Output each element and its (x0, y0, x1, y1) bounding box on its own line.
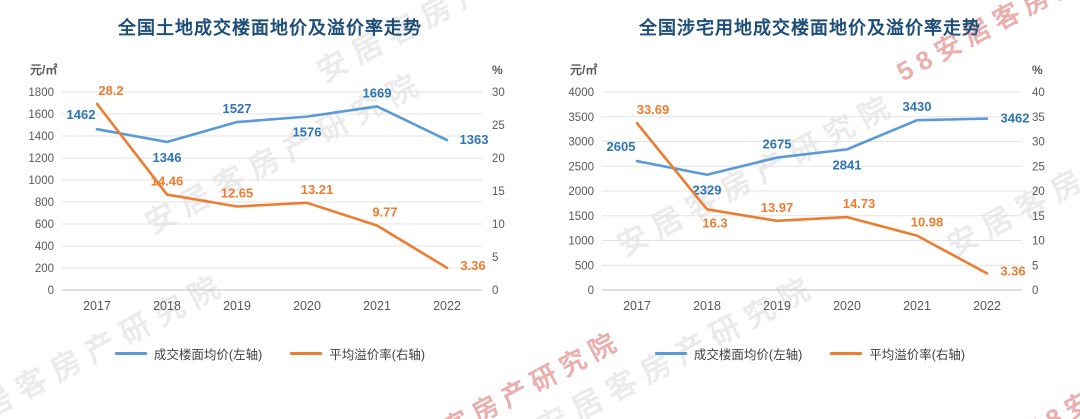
svg-text:2329: 2329 (693, 183, 722, 198)
svg-text:1200: 1200 (28, 153, 54, 165)
svg-text:25: 25 (492, 120, 505, 132)
svg-text:%: % (492, 63, 503, 77)
legend-item-avg-price: 成交楼面均价(左轴) (114, 344, 263, 363)
svg-text:15: 15 (1032, 211, 1045, 223)
svg-text:1669: 1669 (363, 85, 392, 100)
legend-label-premium-rate: 平均溢价率(右轴) (869, 348, 966, 362)
svg-text:2018: 2018 (153, 299, 181, 313)
chart-title-residential: 全国涉宅用地成交楼面地价及溢价率走势 (639, 18, 981, 38)
svg-text:1346: 1346 (153, 150, 182, 165)
svg-text:3430: 3430 (903, 99, 932, 114)
svg-text:20: 20 (492, 153, 505, 165)
svg-text:1363: 1363 (460, 132, 489, 147)
svg-text:0: 0 (48, 285, 54, 297)
svg-text:16.3: 16.3 (702, 215, 727, 230)
svg-text:2018: 2018 (693, 299, 721, 313)
svg-text:20: 20 (1032, 186, 1045, 198)
svg-text:%: % (1032, 63, 1043, 77)
svg-text:3.36: 3.36 (1000, 263, 1025, 278)
svg-text:2019: 2019 (763, 299, 791, 313)
svg-text:13.97: 13.97 (761, 200, 794, 215)
svg-text:0: 0 (588, 285, 594, 297)
svg-text:4000: 4000 (568, 87, 594, 99)
svg-text:2000: 2000 (568, 186, 594, 198)
svg-text:13.21: 13.21 (301, 182, 334, 197)
svg-text:400: 400 (35, 241, 54, 253)
svg-text:10.98: 10.98 (911, 215, 944, 230)
svg-text:5: 5 (1032, 260, 1038, 272)
svg-text:0: 0 (492, 285, 498, 297)
chart-title-land: 全国土地成交楼面地价及溢价率走势 (118, 18, 422, 38)
svg-text:2500: 2500 (568, 161, 594, 173)
legend-item-premium-rate: 平均溢价率(右轴) (290, 344, 425, 363)
svg-text:28.2: 28.2 (98, 83, 123, 98)
svg-text:15: 15 (492, 186, 505, 198)
svg-text:10: 10 (492, 219, 505, 231)
svg-text:12.65: 12.65 (221, 186, 254, 201)
legend-item-premium-rate: 平均溢价率(右轴) (830, 344, 965, 363)
chart-panel-residential: 全国涉宅用地成交楼面地价及溢价率走势 0 500 1000 1500 2000 2500 3… (540, 0, 1080, 363)
svg-text:2605: 2605 (607, 139, 636, 154)
svg-text:33.69: 33.69 (637, 102, 670, 117)
svg-text:1600: 1600 (28, 109, 54, 121)
svg-text:14.73: 14.73 (843, 196, 876, 211)
svg-text:元/㎡: 元/㎡ (30, 62, 57, 77)
svg-text:3.36: 3.36 (460, 258, 485, 273)
legend-item-avg-price: 成交楼面均价(左轴) (654, 344, 803, 363)
blue-line-swatch (114, 352, 147, 355)
svg-text:1000: 1000 (28, 175, 54, 187)
svg-text:2675: 2675 (763, 137, 792, 152)
svg-text:5: 5 (492, 252, 498, 264)
orange-line-swatch (290, 352, 323, 355)
svg-text:2020: 2020 (293, 299, 321, 313)
svg-text:2022: 2022 (433, 299, 461, 313)
svg-text:1527: 1527 (223, 101, 252, 116)
svg-text:0: 0 (1032, 285, 1038, 297)
svg-text:1000: 1000 (568, 236, 594, 248)
residential-price-premium-chart: 0 500 1000 1500 2000 2500 3000 3500 4000 0 5 10 15 20… (568, 62, 1045, 313)
svg-text:2841: 2841 (833, 157, 862, 172)
svg-text:2017: 2017 (623, 299, 651, 313)
svg-text:40: 40 (1032, 87, 1045, 99)
svg-text:元/㎡: 元/㎡ (570, 62, 597, 77)
svg-text:3000: 3000 (568, 137, 594, 149)
svg-text:2021: 2021 (903, 299, 931, 313)
legend-label-premium-rate: 平均溢价率(右轴) (329, 348, 426, 362)
svg-text:2022: 2022 (973, 299, 1001, 313)
legend-label-avg-price: 成交楼面均价(左轴) (153, 348, 263, 362)
svg-text:3500: 3500 (568, 112, 594, 124)
blue-line-swatch (654, 352, 687, 355)
svg-text:1800: 1800 (28, 87, 54, 99)
svg-text:2017: 2017 (83, 299, 111, 313)
svg-text:1500: 1500 (568, 211, 594, 223)
svg-text:30: 30 (492, 87, 505, 99)
charts-row: 全国土地成交楼面地价及溢价率走势 0 200 400 600 800 1000 1200 14… (0, 0, 1080, 363)
svg-text:1400: 1400 (28, 131, 54, 143)
legend-label-avg-price: 成交楼面均价(左轴) (693, 348, 803, 362)
svg-text:2020: 2020 (833, 299, 861, 313)
orange-line-swatch (830, 352, 863, 355)
svg-text:14.46: 14.46 (151, 174, 184, 189)
svg-text:2019: 2019 (223, 299, 251, 313)
chart-legend: 成交楼面均价(左轴) 平均溢价率(右轴) (0, 344, 540, 363)
svg-text:9.77: 9.77 (372, 205, 397, 220)
chart-panel-land: 全国土地成交楼面地价及溢价率走势 0 200 400 600 800 1000 1200 14… (0, 0, 540, 363)
svg-text:10: 10 (1032, 236, 1045, 248)
svg-text:35: 35 (1032, 112, 1045, 124)
svg-text:200: 200 (35, 263, 54, 275)
svg-text:25: 25 (1032, 161, 1045, 173)
svg-text:3462: 3462 (1001, 111, 1030, 126)
svg-text:1576: 1576 (293, 125, 322, 140)
svg-text:2021: 2021 (363, 299, 391, 313)
svg-text:800: 800 (35, 197, 54, 209)
chart-legend: 成交楼面均价(左轴) 平均溢价率(右轴) (540, 344, 1080, 363)
svg-text:1462: 1462 (67, 107, 96, 122)
svg-text:600: 600 (35, 219, 54, 231)
svg-text:30: 30 (1032, 137, 1045, 149)
land-price-premium-chart: 0200400600800100012001400160018000510152… (28, 62, 505, 313)
svg-text:500: 500 (575, 260, 594, 272)
